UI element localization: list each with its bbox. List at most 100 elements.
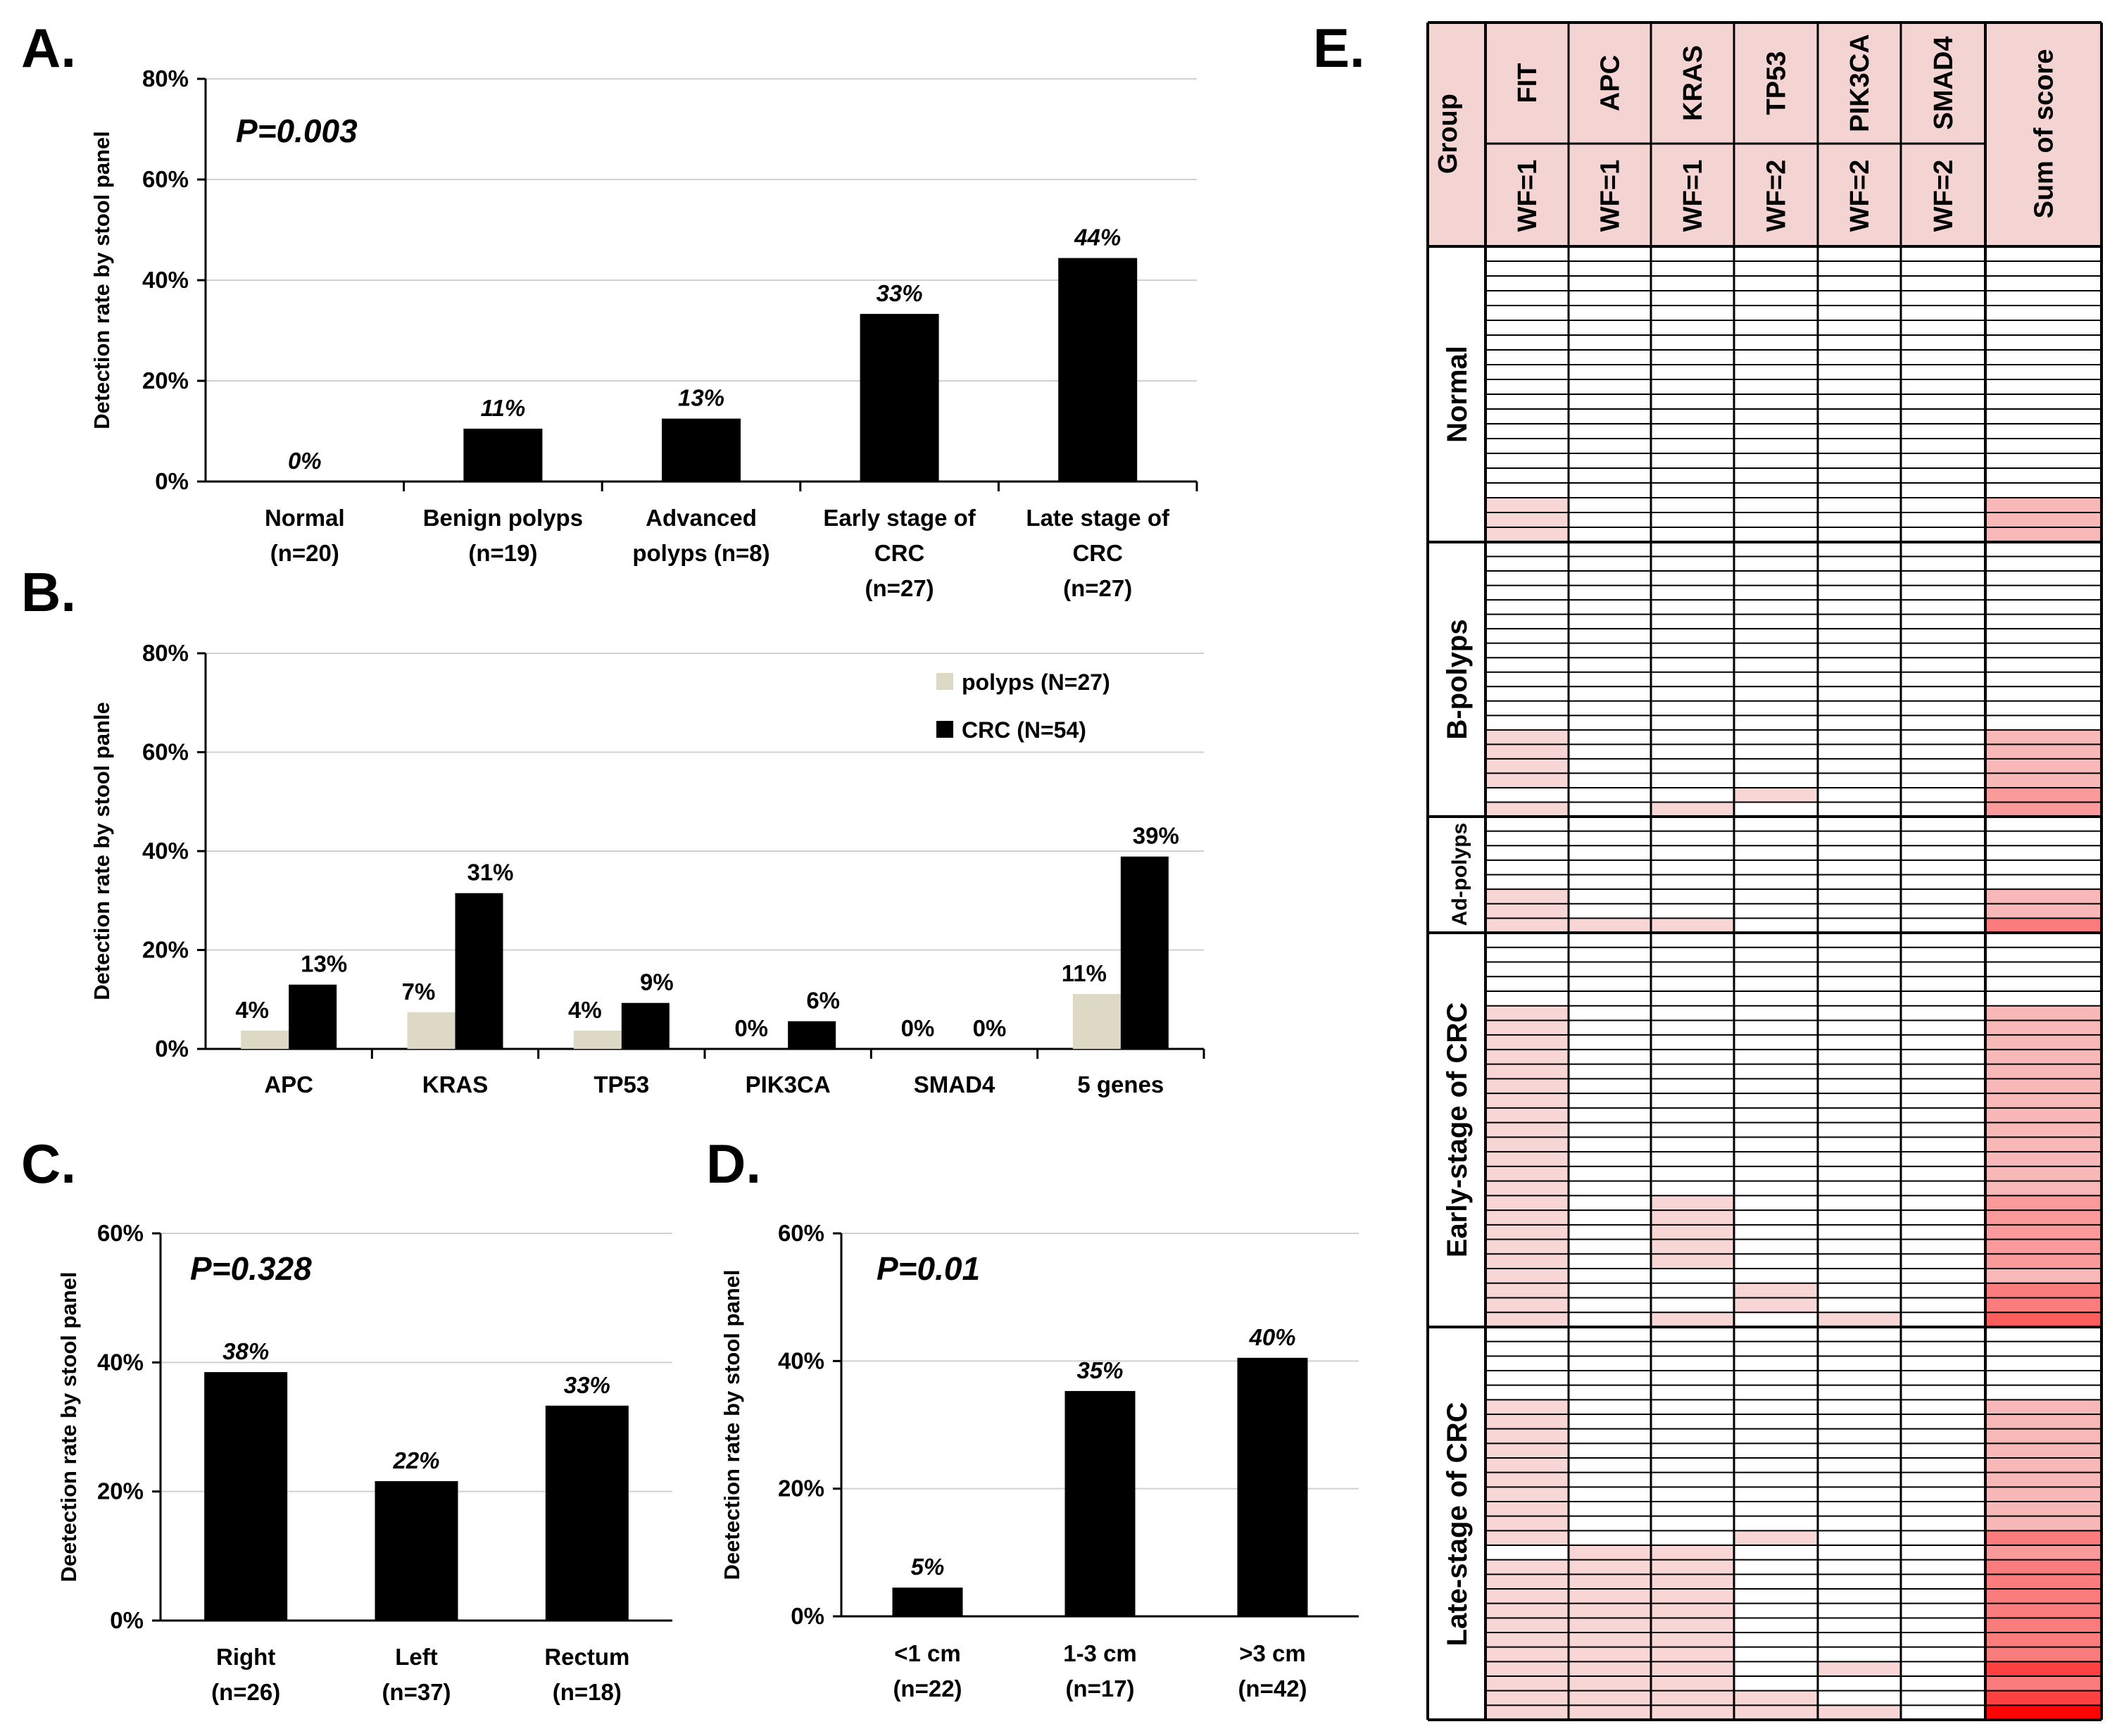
sum-score-cell xyxy=(1985,1269,2102,1283)
sum-score-cell xyxy=(1985,787,2102,803)
heat-cell-positive xyxy=(1485,1297,1569,1313)
sum-score-cell xyxy=(1985,1589,2102,1604)
heat-cell-positive xyxy=(1485,1661,1569,1676)
heat-cell-positive xyxy=(1485,1647,1569,1662)
y-tick-label: 0% xyxy=(155,1036,189,1062)
y-tick-label: 60% xyxy=(142,166,189,192)
heat-cell-positive xyxy=(1569,1545,1651,1560)
x-tick-label: (n=26) xyxy=(211,1679,280,1705)
data-label: 33% xyxy=(877,280,923,306)
x-tick-label: Left xyxy=(395,1644,438,1670)
heat-cell-positive xyxy=(1485,1603,1569,1618)
heat-cell-positive xyxy=(1485,1210,1569,1225)
heat-cell-positive xyxy=(1651,1589,1734,1604)
sum-score-cell xyxy=(1985,512,2102,527)
legend-label: CRC (N=54) xyxy=(962,717,1086,743)
heat-cell-positive xyxy=(1485,1676,1569,1691)
panel-label: C. xyxy=(21,1133,76,1195)
sum-score-cell xyxy=(1985,802,2102,817)
data-label: 38% xyxy=(222,1338,269,1364)
bar-late-stage-of xyxy=(1058,258,1138,482)
x-tick-label: (n=37) xyxy=(382,1679,451,1705)
data-label: 22% xyxy=(392,1447,439,1473)
sum-score-cell xyxy=(1985,1283,2102,1298)
sum-score-cell xyxy=(1985,1078,2102,1094)
heat-cell-positive xyxy=(1485,1487,1569,1502)
x-tick-label: SMAD4 xyxy=(914,1071,995,1097)
heat-cell-positive xyxy=(1569,1603,1651,1618)
data-label: 35% xyxy=(1076,1357,1123,1383)
y-tick-label: 40% xyxy=(142,267,189,293)
sum-score-cell xyxy=(1985,1690,2102,1706)
sum-score-cell xyxy=(1985,744,2102,759)
legend-swatch xyxy=(936,673,953,690)
x-tick-label: (n=42) xyxy=(1238,1675,1307,1702)
heat-cell-positive xyxy=(1734,1690,1818,1706)
data-label: 0% xyxy=(734,1015,768,1041)
data-label: 0% xyxy=(973,1015,1007,1041)
heat-cell-positive xyxy=(1485,903,1569,919)
x-tick-label: 5 genes xyxy=(1077,1071,1164,1097)
bar-apc-polyps xyxy=(241,1031,289,1049)
data-label: 4% xyxy=(568,997,602,1023)
panel-label: E. xyxy=(1313,17,1365,79)
heat-cell-positive xyxy=(1651,1603,1734,1618)
sum-score-cell xyxy=(1985,1487,2102,1502)
sum-score-cell xyxy=(1985,1559,2102,1575)
sum-score-cell xyxy=(1985,1093,2102,1108)
heat-cell-positive xyxy=(1485,1283,1569,1298)
x-tick-label: Advanced xyxy=(646,505,757,531)
sum-score-cell xyxy=(1985,1502,2102,1516)
data-label: 13% xyxy=(678,385,724,411)
x-tick-label: TP53 xyxy=(593,1071,649,1097)
sum-score-cell xyxy=(1985,1137,2102,1152)
sum-score-cell xyxy=(1985,1166,2102,1181)
x-tick-label: CRC xyxy=(874,540,925,566)
heat-cell-positive xyxy=(1485,1502,1569,1516)
data-label: 6% xyxy=(806,988,840,1014)
column-weight: WF=2 xyxy=(1845,160,1875,232)
y-tick-label: 80% xyxy=(142,65,189,92)
sum-score-cell xyxy=(1985,498,2102,512)
bar-rectum xyxy=(545,1405,629,1621)
heat-cell-positive xyxy=(1485,1166,1569,1181)
sum-score-cell xyxy=(1985,903,2102,919)
heat-cell-positive xyxy=(1651,1195,1734,1211)
y-tick-label: 60% xyxy=(778,1220,824,1246)
heat-cell-positive xyxy=(1485,1705,1569,1720)
heat-cell-positive xyxy=(1651,918,1734,933)
sum-score-cell xyxy=(1985,1107,2102,1123)
bar-advanced xyxy=(662,418,741,482)
sum-score-cell xyxy=(1985,918,2102,933)
sum-score-cell xyxy=(1985,1152,2102,1166)
header-background xyxy=(1428,23,2102,246)
group-header: Group xyxy=(1433,94,1463,174)
heat-cell-positive xyxy=(1569,1661,1651,1676)
group-label: B-polyps xyxy=(1442,619,1473,739)
y-tick-label: 0% xyxy=(791,1603,824,1629)
sum-score-cell xyxy=(1985,1472,2102,1487)
heat-cell-positive xyxy=(1569,1676,1651,1691)
heat-cell-positive xyxy=(1485,1107,1569,1123)
x-tick-label: (n=22) xyxy=(893,1675,962,1702)
y-axis-title: Deetection rate by stool panel xyxy=(720,1270,744,1580)
heat-cell-positive xyxy=(1485,1137,1569,1152)
panel-c: 0% 20% 40% 60% Deetection rate by stool pane… xyxy=(21,1133,672,1705)
heat-cell-positive xyxy=(1818,1705,1901,1720)
sum-score-cell xyxy=(1985,1603,2102,1618)
y-tick-label: 60% xyxy=(142,739,189,765)
x-tick-label: KRAS xyxy=(422,1071,489,1097)
bar-kras-polyps xyxy=(407,1012,456,1049)
sum-score-cell xyxy=(1985,1195,2102,1211)
y-axis-title: Detection rate by stool panel xyxy=(89,131,114,429)
y-tick-label: 80% xyxy=(142,640,189,666)
heat-cell-positive xyxy=(1485,1559,1569,1575)
y-tick-label: 20% xyxy=(142,367,189,394)
heat-cell-positive xyxy=(1485,1414,1569,1429)
heat-cell-positive xyxy=(1485,1181,1569,1196)
heat-cell-positive xyxy=(1485,1312,1569,1327)
sum-score-cell xyxy=(1985,1676,2102,1691)
y-tick-label: 20% xyxy=(97,1478,144,1504)
bar-tp53-crc xyxy=(621,1002,670,1049)
x-tick-label: (n=19) xyxy=(468,540,537,566)
